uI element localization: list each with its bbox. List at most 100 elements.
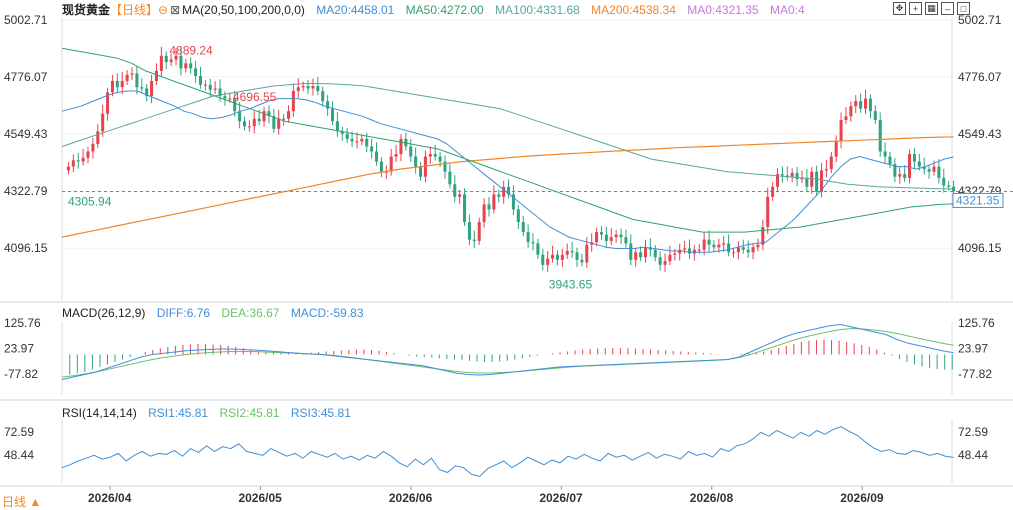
y-tick-label: 4776.07 bbox=[4, 70, 48, 84]
macd-y-tick: 23.97 bbox=[4, 342, 34, 356]
candle bbox=[389, 156, 393, 172]
candle bbox=[81, 157, 85, 162]
y-tick-label: 4096.15 bbox=[4, 241, 48, 255]
candle bbox=[815, 171, 819, 192]
fullscreen-icon[interactable]: □ bbox=[957, 2, 970, 15]
candle bbox=[888, 156, 892, 165]
candle bbox=[692, 249, 696, 254]
candle bbox=[521, 222, 525, 233]
candle bbox=[653, 249, 657, 258]
candle bbox=[766, 196, 770, 228]
candle bbox=[159, 55, 163, 71]
rsi-label: RSI(14,14,14) bbox=[62, 406, 137, 420]
left-price-label: 4305.94 bbox=[68, 194, 112, 208]
candle bbox=[727, 243, 731, 253]
candle bbox=[428, 154, 432, 157]
candle bbox=[834, 141, 838, 157]
diff-value: DIFF:6.76 bbox=[156, 306, 211, 320]
candle bbox=[531, 242, 535, 244]
candle bbox=[912, 154, 916, 162]
candle bbox=[125, 74, 129, 81]
candle bbox=[282, 118, 286, 120]
candle bbox=[624, 237, 628, 244]
candle bbox=[247, 126, 251, 128]
candle bbox=[614, 234, 618, 238]
candle bbox=[937, 166, 941, 178]
candle bbox=[448, 171, 452, 185]
macd-y-tick: 125.76 bbox=[4, 316, 41, 330]
y-tick-label-right: 4096.15 bbox=[958, 241, 1002, 255]
candle bbox=[541, 254, 545, 265]
candle bbox=[868, 98, 872, 112]
candle bbox=[908, 154, 912, 178]
period-label[interactable]: 【日线】 bbox=[110, 3, 159, 17]
candle bbox=[658, 257, 662, 265]
candle bbox=[194, 68, 198, 76]
candle bbox=[169, 59, 173, 63]
candle bbox=[609, 237, 613, 241]
candle bbox=[893, 164, 897, 177]
candle bbox=[184, 63, 188, 69]
rsi2-value: RSI2:45.81 bbox=[219, 406, 280, 420]
candle bbox=[443, 161, 447, 172]
candle bbox=[272, 116, 276, 129]
candle bbox=[174, 55, 178, 60]
candle bbox=[375, 151, 379, 162]
ma0a-value: MA0:4321.35 bbox=[687, 3, 759, 17]
candle bbox=[570, 250, 574, 253]
candle bbox=[511, 194, 515, 210]
candle bbox=[580, 259, 584, 263]
max-price-label: 4889.24 bbox=[169, 43, 213, 57]
candle bbox=[355, 141, 359, 143]
macd-y-tick-right: 125.76 bbox=[958, 316, 995, 330]
minimize-icon[interactable]: – bbox=[941, 2, 954, 15]
candle bbox=[101, 113, 105, 132]
gear-icon[interactable]: ⊖ bbox=[158, 3, 169, 17]
period-button[interactable]: 日线 ▲ bbox=[2, 495, 42, 509]
candle bbox=[492, 194, 496, 210]
rsi-line bbox=[61, 426, 954, 477]
candle bbox=[208, 84, 212, 90]
candle bbox=[932, 166, 936, 172]
grid-icon[interactable]: ▦ bbox=[925, 2, 938, 15]
ma20-line bbox=[61, 90, 954, 253]
candle bbox=[707, 239, 711, 245]
candle bbox=[316, 86, 320, 92]
candle bbox=[203, 84, 207, 86]
y-tick-label: 5002.71 bbox=[4, 13, 48, 27]
candle bbox=[150, 80, 154, 97]
candle bbox=[643, 247, 647, 258]
candle bbox=[301, 86, 305, 88]
candle bbox=[213, 88, 217, 90]
candle bbox=[252, 118, 256, 127]
candle bbox=[736, 247, 740, 253]
candle bbox=[927, 169, 931, 172]
ma-settings-icon[interactable]: ⊠ bbox=[170, 3, 181, 17]
candle bbox=[595, 232, 599, 243]
crosshair-icon[interactable]: + bbox=[909, 2, 922, 15]
candle bbox=[370, 146, 374, 152]
candle bbox=[438, 156, 442, 162]
candle bbox=[218, 88, 222, 97]
candle bbox=[277, 118, 281, 129]
candle bbox=[497, 194, 501, 197]
candle bbox=[697, 249, 701, 251]
move-icon[interactable]: ✥ bbox=[893, 2, 906, 15]
candle bbox=[731, 252, 736, 254]
candle bbox=[883, 151, 887, 157]
ma50-value: MA50:4272.00 bbox=[405, 3, 484, 17]
candle bbox=[296, 87, 300, 92]
current-price-tag bbox=[952, 192, 1004, 208]
macd-y-tick: -77.82 bbox=[4, 367, 38, 381]
candle bbox=[345, 133, 349, 139]
candle bbox=[321, 91, 325, 102]
candle bbox=[384, 171, 388, 173]
candle bbox=[761, 227, 765, 245]
candle bbox=[551, 254, 555, 259]
ma200-value: MA200:4538.34 bbox=[591, 3, 676, 17]
candle bbox=[585, 244, 589, 263]
candle bbox=[164, 55, 168, 63]
candle bbox=[311, 86, 315, 89]
candle bbox=[829, 156, 833, 170]
